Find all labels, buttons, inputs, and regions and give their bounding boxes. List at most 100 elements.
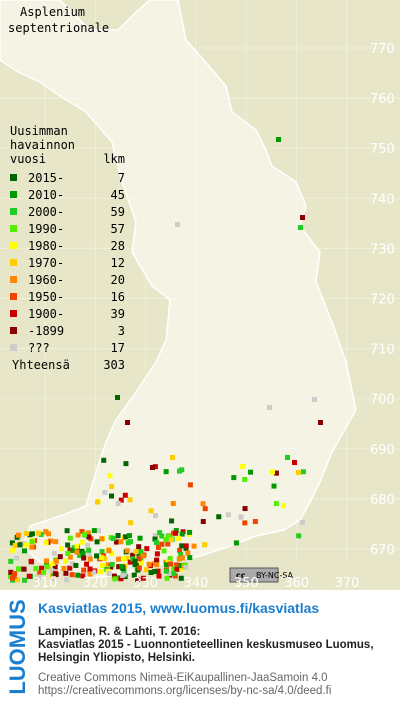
occurrence-square xyxy=(168,561,174,567)
occurrence-square xyxy=(99,563,105,569)
occurrence-square xyxy=(132,562,138,568)
occurrence-square xyxy=(65,550,71,556)
occurrence-square xyxy=(67,554,73,560)
occurrence-square xyxy=(125,420,130,425)
citation-line: Helsingin Yliopisto, Helsinki. xyxy=(38,652,195,664)
occurrence-square xyxy=(98,555,104,561)
occurrence-square xyxy=(38,531,44,537)
occurrence-square xyxy=(120,572,126,578)
occurrence-square xyxy=(29,539,35,545)
occurrence-square xyxy=(118,576,124,582)
occurrence-square xyxy=(105,562,111,568)
occurrence-square xyxy=(300,215,305,220)
occurrence-square xyxy=(298,225,303,230)
occurrence-square xyxy=(171,570,177,576)
legend-label: 1990- xyxy=(28,222,64,236)
occurrence-square xyxy=(26,573,32,579)
occurrence-square xyxy=(50,576,56,582)
legend-swatch xyxy=(10,276,17,283)
occurrence-square xyxy=(174,566,180,572)
occurrence-square xyxy=(126,533,132,539)
legend-swatch xyxy=(10,344,17,351)
occurrence-square xyxy=(174,562,180,568)
occurrence-square xyxy=(23,542,29,548)
occurrence-square xyxy=(99,536,105,542)
occurrence-square xyxy=(300,520,305,525)
occurrence-square xyxy=(179,555,185,561)
license-line: https://creativecommons.org/licenses/by-… xyxy=(38,685,332,697)
occurrence-square xyxy=(252,519,258,525)
occurrence-square xyxy=(159,533,165,539)
occurrence-square xyxy=(177,547,183,553)
occurrence-square xyxy=(10,575,16,581)
legend: 2015- 7 2010- 45 2000- 59 1990- 57 1980- 28 1970- 1… xyxy=(10,171,125,372)
cc-icon: cc xyxy=(236,571,246,580)
occurrence-square xyxy=(183,564,189,570)
occurrence-square xyxy=(231,475,237,481)
occurrence-square xyxy=(22,577,28,583)
occurrence-square xyxy=(85,530,91,536)
occurrence-square xyxy=(135,562,141,568)
occurrence-dots xyxy=(8,137,323,583)
occurrence-square xyxy=(41,569,47,575)
occurrence-square xyxy=(86,552,92,558)
occurrence-square xyxy=(44,564,50,570)
occurrence-square xyxy=(67,565,73,571)
occurrence-square xyxy=(91,528,97,534)
occurrence-square xyxy=(136,556,142,562)
legend-label: 1980- xyxy=(28,239,64,253)
occurrence-square xyxy=(123,461,129,467)
headline: Kasviatlas 2015, www.luomus.fi/kasviatla… xyxy=(38,600,320,616)
legend-swatch xyxy=(10,225,17,232)
occurrence-square xyxy=(242,506,248,512)
occurrence-square xyxy=(37,570,43,576)
occurrence-square xyxy=(152,536,158,542)
occurrence-square xyxy=(128,520,134,526)
occurrence-square xyxy=(185,550,191,556)
legend-label: 2010- xyxy=(28,188,64,202)
occurrence-square xyxy=(8,569,14,575)
occurrence-square xyxy=(183,543,189,549)
occurrence-square xyxy=(86,547,92,553)
occurrence-square xyxy=(200,519,206,525)
occurrence-square xyxy=(12,542,18,548)
occurrence-square xyxy=(202,506,208,512)
occurrence-square xyxy=(74,549,80,555)
occurrence-square xyxy=(292,460,297,465)
occurrence-square xyxy=(281,503,287,509)
occurrence-square xyxy=(15,566,21,572)
legend-count: 12 xyxy=(111,256,125,270)
y-tick-label: 750 xyxy=(370,142,395,157)
occurrence-square xyxy=(48,538,54,544)
occurrence-square xyxy=(154,562,160,568)
occurrence-square xyxy=(110,536,116,542)
occurrence-square xyxy=(127,559,133,565)
occurrence-square xyxy=(119,564,125,570)
occurrence-square xyxy=(109,484,115,490)
occurrence-square xyxy=(202,542,208,548)
occurrence-square xyxy=(267,405,272,410)
occurrence-square xyxy=(87,571,93,577)
legend-label: 2015- xyxy=(28,171,64,185)
occurrence-square xyxy=(140,575,146,581)
occurrence-square xyxy=(43,540,49,546)
occurrence-square xyxy=(154,559,160,565)
license: Creative Commons Nimeä-EiKaupallinen-Jaa… xyxy=(38,672,331,698)
occurrence-square xyxy=(132,558,138,564)
occurrence-square xyxy=(14,555,20,561)
occurrence-square xyxy=(75,572,81,578)
x-tick-label: 360 xyxy=(284,576,309,590)
occurrence-square xyxy=(169,518,175,524)
occurrence-square xyxy=(69,572,75,578)
occurrence-square xyxy=(136,565,142,571)
occurrence-square xyxy=(159,541,165,547)
occurrence-square xyxy=(155,544,161,550)
occurrence-square xyxy=(10,547,16,553)
occurrence-square xyxy=(95,499,101,505)
occurrence-square xyxy=(179,566,185,572)
legend-swatch xyxy=(10,293,17,300)
legend-count: 59 xyxy=(111,205,125,219)
occurrence-square xyxy=(81,567,87,573)
occurrence-square xyxy=(33,566,39,572)
occurrence-square xyxy=(156,573,162,579)
